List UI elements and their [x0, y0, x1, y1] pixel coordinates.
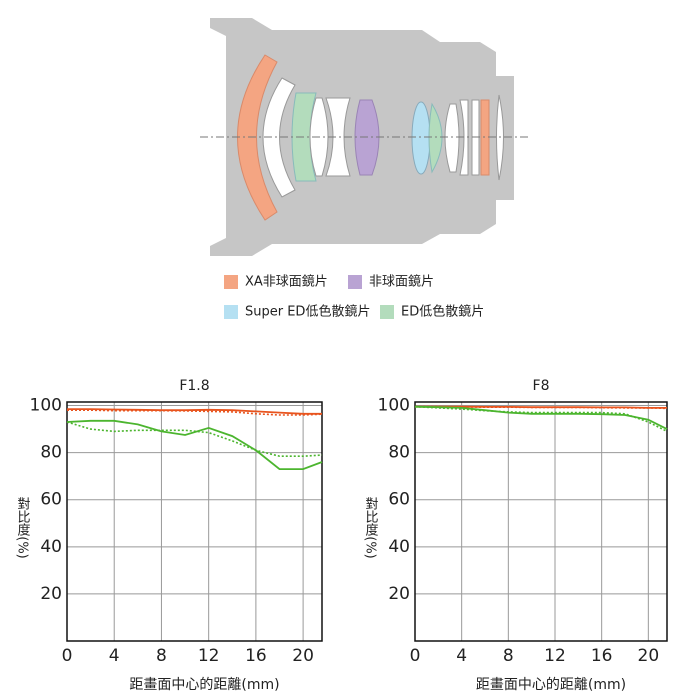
- x-axis-label: 距畫面中心的距離(mm): [129, 676, 279, 693]
- x-tick-label: 8: [156, 646, 167, 666]
- x-tick-label: 20: [292, 646, 314, 666]
- plot-frame: [414, 401, 668, 642]
- x-axis-label: 距畫面中心的距離(mm): [476, 676, 626, 693]
- lens-element: [444, 103, 460, 173]
- y-tick-label: 80: [388, 443, 410, 463]
- lens-element: [262, 77, 296, 198]
- mtf-line: [415, 405, 668, 410]
- y-tick-label: 20: [388, 584, 410, 604]
- y-tick-label: 40: [388, 537, 410, 557]
- chart-title: F8: [533, 378, 550, 394]
- mtf-line: [414, 405, 668, 433]
- x-tick-label: 0: [410, 646, 421, 666]
- legend-label: 非球面鏡片: [369, 275, 434, 290]
- x-tick-label: 12: [544, 646, 566, 666]
- mtf-line: [66, 421, 323, 457]
- x-tick-label: 0: [62, 646, 73, 666]
- x-tick-label: 4: [109, 646, 120, 666]
- lens-element: [411, 101, 431, 175]
- y-tick-label: 60: [388, 490, 410, 510]
- y-axis-label: 對比度(%): [15, 497, 31, 559]
- legend-label: XA非球面鏡片: [245, 275, 328, 290]
- y-tick-label: 40: [40, 537, 62, 557]
- mtf-line: [67, 409, 323, 416]
- y-tick-label: 60: [40, 490, 62, 510]
- lens-element: [459, 99, 469, 176]
- y-tick-label: 100: [378, 396, 410, 416]
- legend-swatch: [348, 275, 362, 289]
- legend-swatch: [380, 305, 394, 319]
- legend-swatch: [224, 275, 238, 289]
- x-tick-label: 16: [245, 646, 267, 666]
- x-tick-label: 4: [456, 646, 467, 666]
- x-tick-label: 8: [503, 646, 514, 666]
- y-tick-label: 100: [30, 396, 62, 416]
- lens-element: [428, 102, 443, 174]
- y-tick-label: 80: [40, 443, 62, 463]
- legend-label: Super ED低色散鏡片: [245, 304, 370, 320]
- lens-element: [325, 97, 351, 177]
- legend: XA非球面鏡片 非球面鏡片 Super ED低色散鏡片 ED低色散鏡片: [224, 275, 484, 320]
- plot-frame: [66, 401, 323, 642]
- mtf-line: [414, 405, 668, 430]
- x-tick-label: 12: [198, 646, 220, 666]
- lens-element: [480, 99, 490, 176]
- y-tick-label: 20: [40, 584, 62, 604]
- legend-label: ED低色散鏡片: [401, 304, 484, 320]
- x-tick-label: 16: [591, 646, 613, 666]
- mtf-line: [66, 419, 323, 470]
- x-tick-label: 20: [638, 646, 660, 666]
- legend-swatch: [224, 305, 238, 319]
- y-axis-label: 對比度(%): [363, 497, 379, 559]
- mtf-line: [67, 408, 322, 415]
- lens-diagram: [200, 18, 530, 256]
- lens-element: [237, 54, 278, 221]
- chart-title: F1.8: [179, 378, 209, 394]
